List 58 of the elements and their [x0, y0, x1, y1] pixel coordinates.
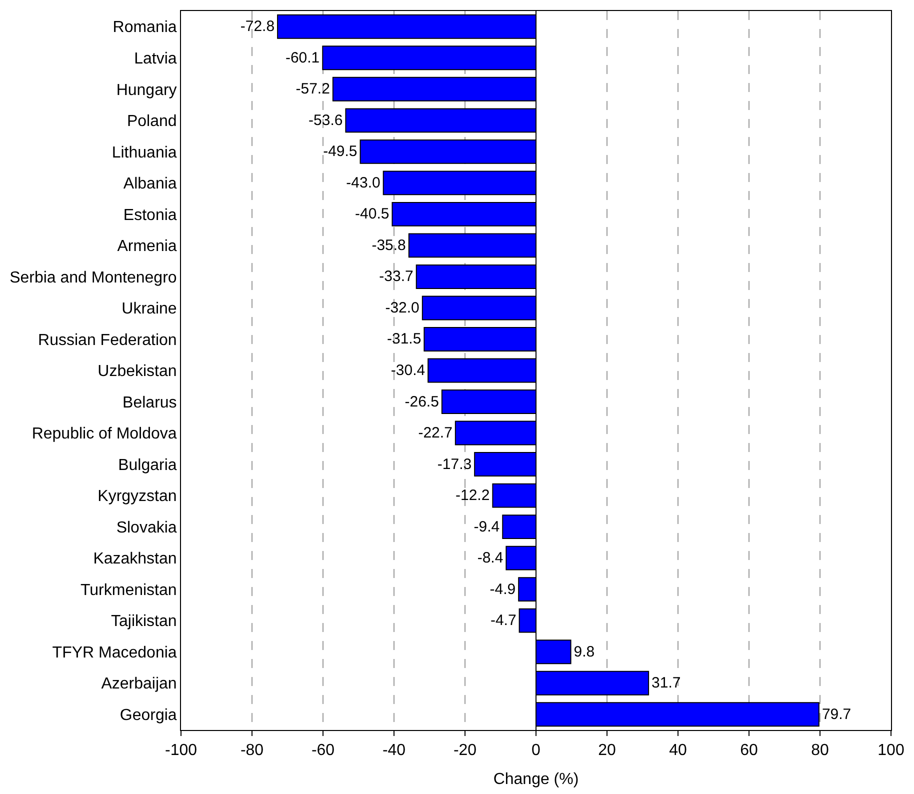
y-tick-label: Albania [123, 176, 177, 193]
data-label: -72.8 [240, 18, 275, 36]
data-label: -4.9 [490, 580, 516, 598]
data-label: -32.0 [385, 299, 420, 316]
y-tick-label: Kyrgyzstan [98, 488, 177, 506]
x-tick-label: 100 [878, 742, 904, 760]
data-label: -26.5 [404, 393, 439, 410]
y-tick-label: Tajikistan [110, 613, 177, 630]
data-label: -31.5 [386, 330, 422, 348]
x-tick-label: 0 [532, 742, 541, 760]
x-tick-label: -100 [164, 742, 198, 760]
x-tick-label: -20 [453, 742, 477, 760]
data-label: 79.7 [822, 706, 852, 723]
data-label: -30.4 [390, 362, 426, 379]
data-label: 9.8 [574, 643, 595, 660]
y-tick-label: Latvia [134, 50, 177, 68]
y-tick-label: Russian Federation [38, 332, 177, 349]
x-tick-label: 60 [740, 742, 758, 760]
y-tick-label: Georgia [120, 706, 177, 724]
data-label: -12.2 [455, 487, 490, 504]
x-tick-label: -80 [240, 742, 264, 760]
data-label: -8.4 [477, 550, 504, 567]
y-tick-label: Turkmenistan [80, 582, 177, 599]
y-tick-label: Republic of Moldova [32, 426, 177, 443]
data-label: -22.7 [418, 424, 452, 442]
y-tick-label: Slovakia [116, 519, 177, 536]
data-label: -33.7 [379, 268, 414, 286]
y-tick-label: Lithuania [112, 144, 177, 162]
y-tick-label: TFYR Macedonia [52, 644, 177, 662]
y-tick-label: Poland [126, 113, 177, 130]
data-label: -49.5 [323, 143, 358, 160]
x-tick-label: 80 [811, 742, 829, 760]
data-label: -40.5 [355, 206, 390, 223]
data-label: -4.7 [490, 612, 516, 630]
y-tick-label: Uzbekistan [98, 363, 177, 380]
y-tick-label: Bulgaria [118, 456, 177, 474]
data-label: -57.2 [296, 80, 330, 98]
y-tick-label: Azerbaijan [101, 676, 177, 693]
y-tick-label: Romania [112, 19, 177, 36]
data-label: -9.4 [474, 518, 500, 536]
y-tick-label: Kazakhstan [93, 550, 177, 568]
y-tick-label: Armenia [117, 238, 177, 256]
x-tick-label: -60 [311, 742, 335, 760]
data-label: 31.7 [652, 674, 681, 692]
y-tick-label: Estonia [123, 206, 177, 224]
y-tick-label: Serbia and Montenegro [10, 269, 177, 286]
x-tick-label: 20 [598, 742, 616, 760]
y-tick-label: Belarus [122, 394, 177, 412]
x-tick-label: 40 [669, 742, 687, 760]
x-tick-label: -40 [382, 742, 406, 760]
data-label: -53.6 [308, 112, 343, 129]
data-label: -17.3 [437, 456, 472, 473]
data-label: -35.8 [372, 236, 406, 254]
data-label: -43.0 [346, 174, 380, 192]
data-label: -60.1 [285, 49, 320, 66]
y-tick-label: Ukraine [122, 300, 177, 318]
y-tick-label: Hungary [116, 82, 177, 99]
x-axis-title: Change (%) [493, 770, 579, 788]
